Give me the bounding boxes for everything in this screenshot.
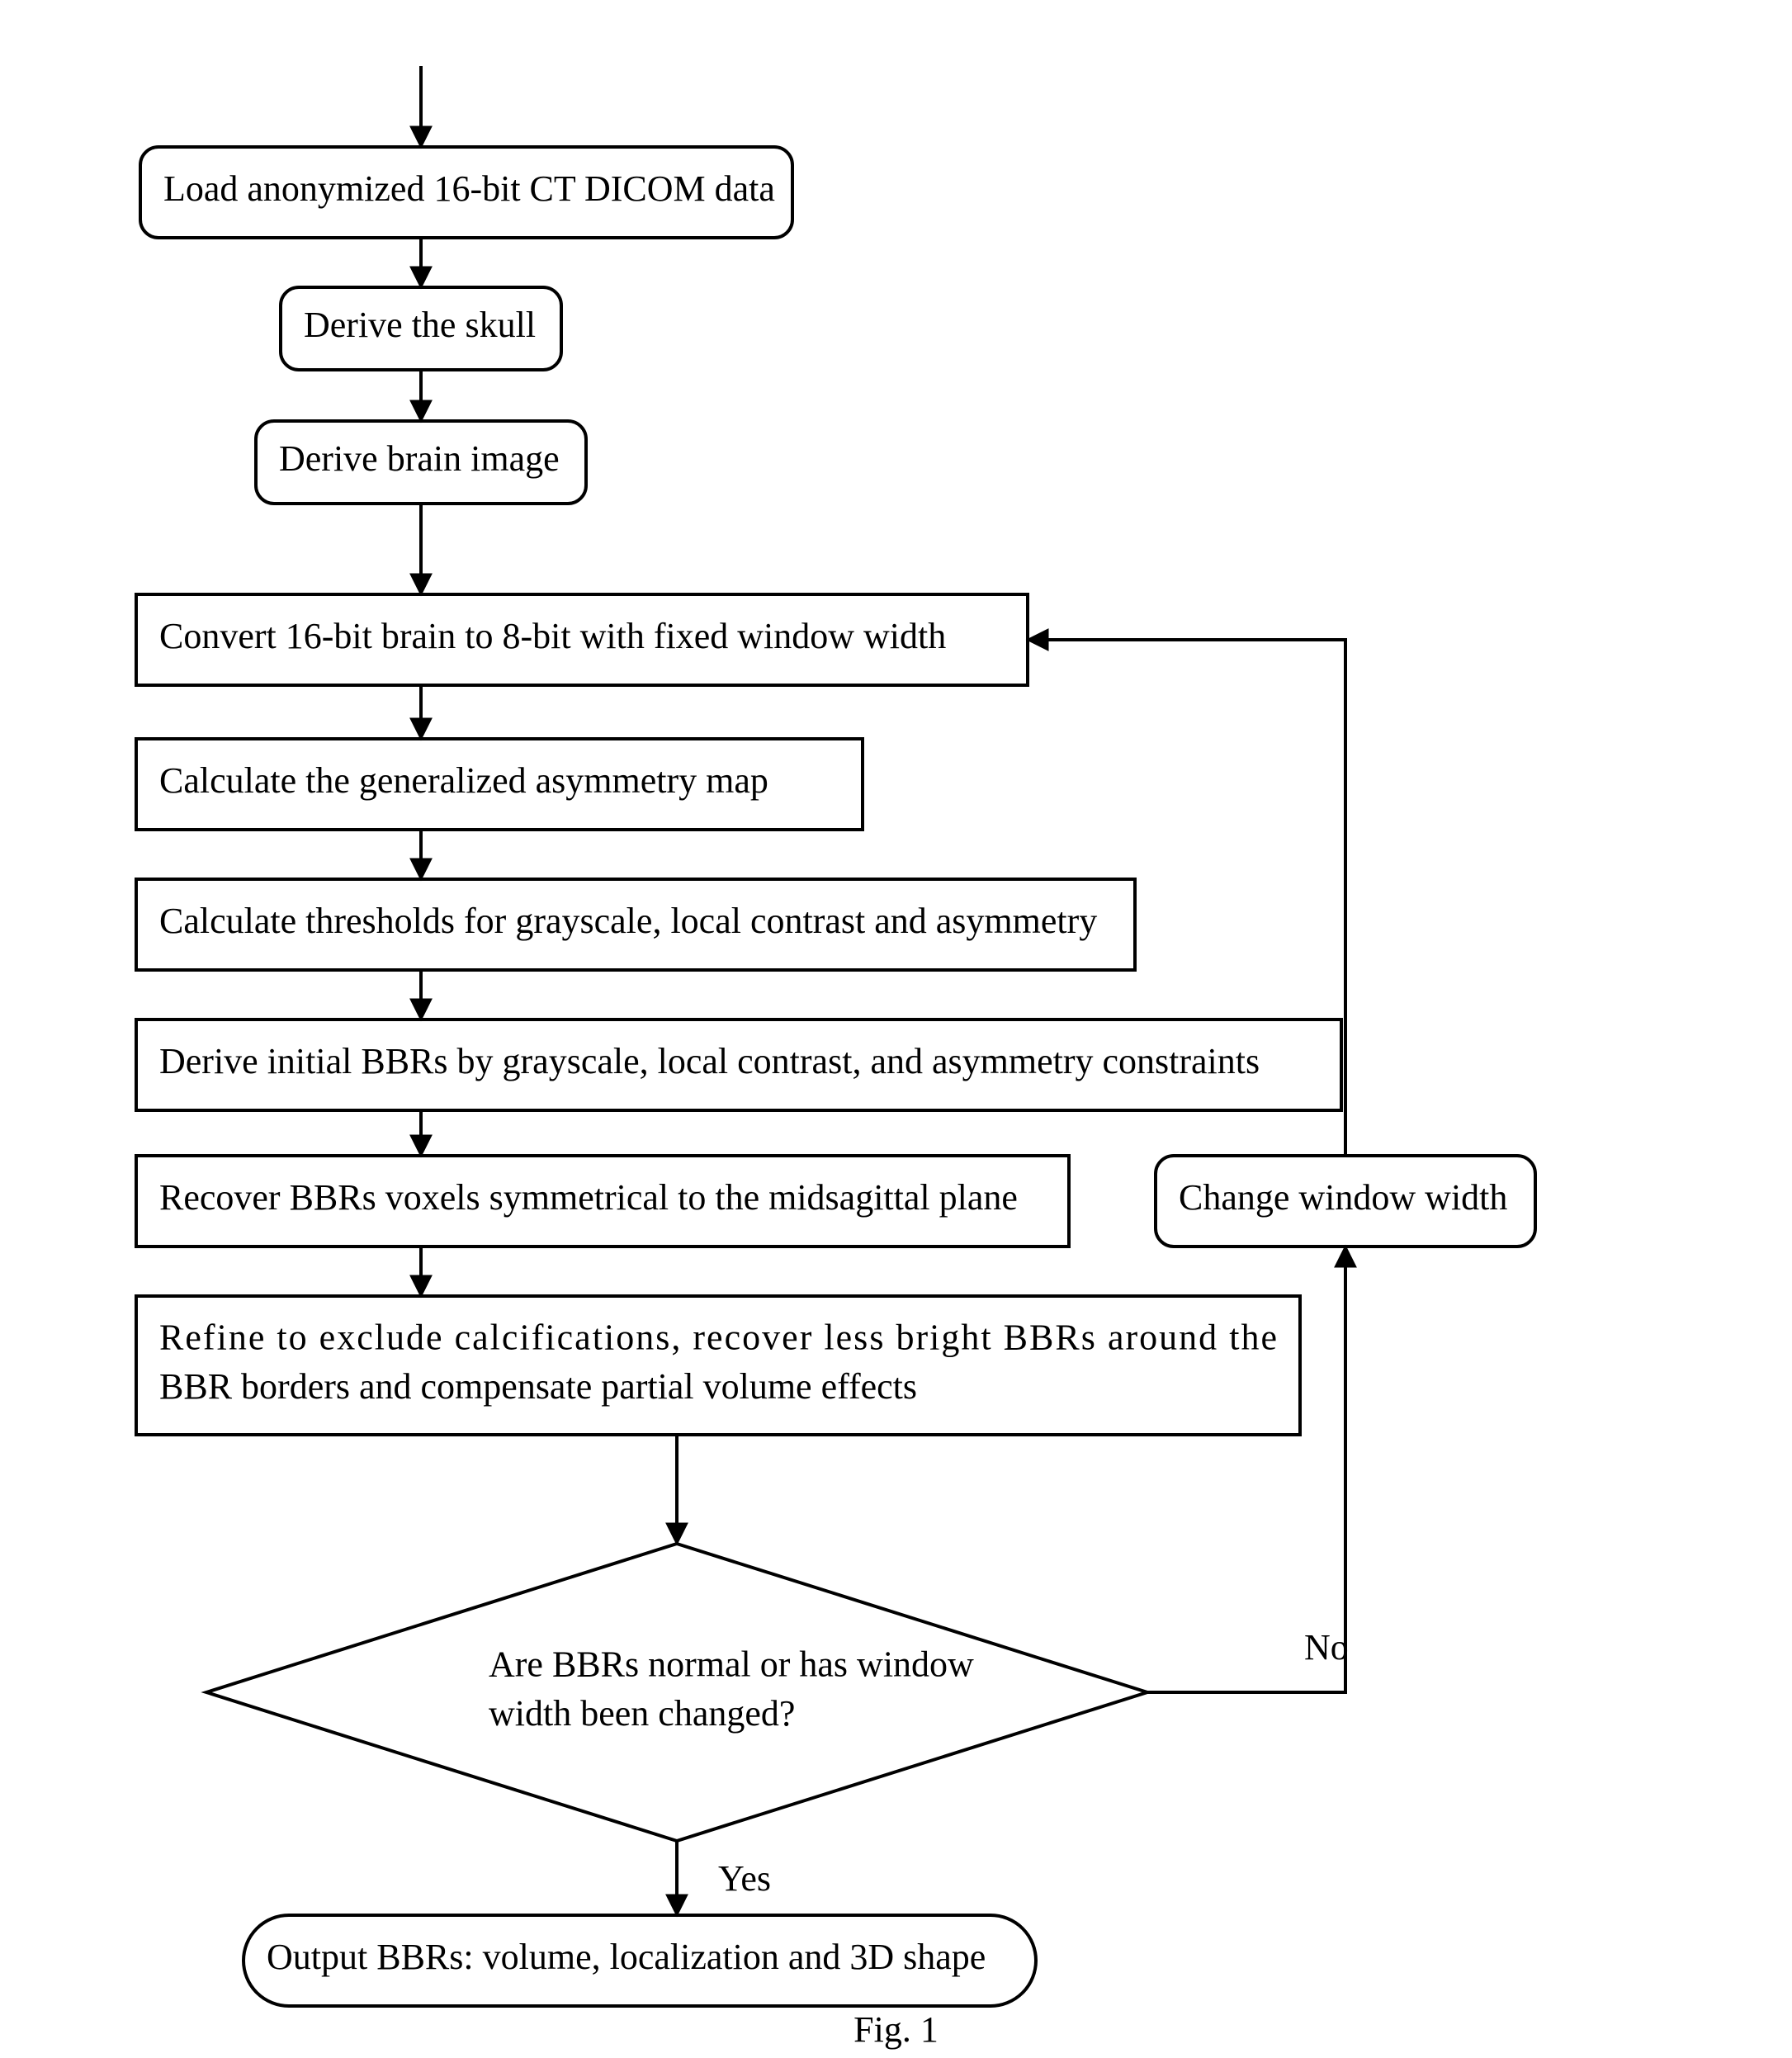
- node-n8: Recover BBRs voxels symmetrical to the m…: [136, 1156, 1069, 1247]
- edge-label: Yes: [718, 1858, 771, 1899]
- node-n12: Output BBRs: volume, localization and 3D…: [244, 1915, 1036, 2006]
- node-n7: Derive initial BBRs by grayscale, local …: [136, 1020, 1341, 1110]
- node-n5: Calculate the generalized asymmetry map: [136, 739, 863, 830]
- svg-text:Change window width: Change window width: [1179, 1177, 1507, 1218]
- figure-caption: Fig. 1: [853, 2009, 939, 2050]
- flowchart-container: Load anonymized 16-bit CT DICOM data Deri…: [0, 0, 1792, 2058]
- svg-text:Recover BBRs voxels symmetrica: Recover BBRs voxels symmetrical to the m…: [159, 1177, 1018, 1218]
- svg-text:Derive brain image: Derive brain image: [279, 438, 560, 479]
- node-n1: Load anonymized 16-bit CT DICOM data: [140, 147, 792, 238]
- svg-text:Calculate thresholds for grays: Calculate thresholds for grayscale, loca…: [159, 901, 1097, 941]
- svg-text:Calculate the generalized asym: Calculate the generalized asymmetry map: [159, 760, 768, 801]
- edge-label: No: [1304, 1627, 1349, 1668]
- flowchart-svg: Load anonymized 16-bit CT DICOM data Deri…: [0, 0, 1792, 2058]
- svg-text:Load anonymized 16-bit CT DICO: Load anonymized 16-bit CT DICOM data: [163, 168, 775, 209]
- node-n3: Derive brain image: [256, 421, 586, 504]
- edge: [1147, 1247, 1345, 1692]
- node-n11: Change window width: [1156, 1156, 1535, 1247]
- svg-text:Convert 16-bit brain to 8-bit: Convert 16-bit brain to 8-bit with fixed…: [159, 616, 946, 656]
- svg-text:Are BBRs normal or has windoww: Are BBRs normal or has windowwidth been …: [489, 1644, 974, 1733]
- node-n6: Calculate thresholds for grayscale, loca…: [136, 879, 1135, 970]
- svg-text:Refine to exclude calcificatio: Refine to exclude calcifications, recove…: [159, 1317, 1277, 1406]
- node-n9: Refine to exclude calcifications, recove…: [136, 1296, 1300, 1435]
- node-n2: Derive the skull: [281, 287, 561, 370]
- svg-text:Derive the skull: Derive the skull: [304, 305, 536, 345]
- svg-text:Output BBRs: volume, localizat: Output BBRs: volume, localization and 3D…: [267, 1937, 986, 1977]
- node-n10: Are BBRs normal or has windowwidth been …: [206, 1544, 1147, 1841]
- svg-text:Derive initial BBRs by graysca: Derive initial BBRs by grayscale, local …: [159, 1041, 1260, 1081]
- node-n4: Convert 16-bit brain to 8-bit with fixed…: [136, 594, 1028, 685]
